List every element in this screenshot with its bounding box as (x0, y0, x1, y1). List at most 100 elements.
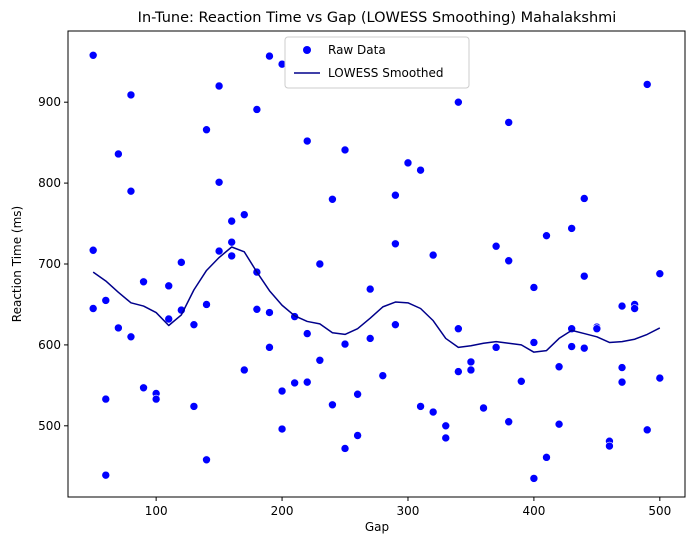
raw-data-point (101, 470, 111, 480)
raw-data-point (252, 105, 262, 114)
raw-data-point (592, 324, 602, 334)
lowess-line-layer (92, 246, 661, 353)
raw-data-point (517, 377, 526, 386)
y-axis: 500 600 700 800 900 (38, 95, 68, 433)
raw-data-point (454, 324, 463, 334)
raw-data-point (227, 237, 236, 247)
raw-data-point (126, 90, 136, 100)
raw-data-point (403, 158, 413, 168)
chart-title: In-Tune: Reaction Time vs Gap (LOWESS Sm… (138, 10, 617, 26)
raw-data-point (579, 194, 589, 203)
raw-data-point (189, 320, 199, 329)
raw-data-point (265, 308, 274, 317)
raw-data-point (617, 377, 627, 387)
y-tick-label: 800 (38, 176, 61, 190)
y-tick-label: 500 (38, 419, 61, 433)
raw-data-point (567, 342, 576, 351)
raw-data-point (441, 433, 451, 443)
y-tick-label: 600 (38, 338, 61, 352)
x-tick-label: 200 (271, 504, 294, 518)
raw-data-point (491, 343, 501, 352)
raw-data-point (202, 125, 211, 134)
raw-data-point (579, 271, 589, 281)
raw-data-point (340, 339, 350, 349)
raw-data-point (290, 378, 299, 388)
raw-data-point (227, 216, 236, 226)
raw-data-point (315, 259, 325, 269)
raw-data-point (114, 149, 123, 159)
raw-data-point (416, 165, 425, 175)
x-tick-label: 300 (397, 504, 420, 518)
legend: Raw Data LOWESS Smoothed (284, 36, 470, 89)
raw-data-point (239, 210, 249, 219)
raw-data-point (189, 402, 199, 411)
raw-data-point (202, 455, 211, 465)
raw-data-point (252, 305, 262, 314)
raw-data-point (441, 421, 451, 431)
raw-data-point (239, 365, 249, 375)
legend-lowess-label: LOWESS Smoothed (328, 66, 444, 80)
raw-data-point (554, 362, 564, 372)
raw-data-point (428, 407, 438, 417)
raw-data-point (491, 241, 501, 251)
raw-data-point (504, 118, 514, 127)
raw-data-point (101, 296, 111, 305)
raw-data-point (214, 177, 224, 187)
x-tick-label: 100 (145, 504, 168, 518)
lowess-smoothed-line (92, 246, 661, 353)
raw-data-point (88, 304, 98, 313)
y-axis-label: Reaction Time (ms) (10, 206, 24, 322)
raw-data-point (579, 343, 589, 353)
raw-data-point (365, 284, 375, 294)
raw-data-point (567, 224, 576, 233)
raw-data-point (151, 394, 161, 404)
raw-data-point (88, 245, 98, 255)
raw-data-point (126, 186, 136, 196)
raw-data-point (214, 246, 224, 256)
raw-data-point (542, 231, 551, 240)
raw-data-point (177, 258, 186, 267)
raw-data-point (315, 355, 325, 365)
raw-data-point (454, 367, 463, 376)
x-tick-label: 400 (522, 504, 545, 518)
raw-data-point (265, 343, 274, 352)
raw-data-point (529, 283, 539, 292)
raw-data-point (642, 425, 652, 435)
raw-data-point (466, 357, 476, 367)
raw-data-point (391, 320, 400, 329)
x-axis: 100 200 300 400 500 (145, 497, 671, 518)
raw-data-point (328, 194, 337, 204)
raw-data-point (88, 50, 98, 60)
raw-data-point (605, 441, 614, 451)
raw-data-point (139, 277, 148, 287)
raw-data-point (454, 97, 463, 107)
raw-data-point (164, 314, 174, 324)
legend-raw-data-label: Raw Data (328, 43, 386, 57)
raw-data-point (504, 417, 514, 427)
raw-data-point (340, 444, 350, 453)
raw-data-point (277, 386, 287, 396)
raw-data-point (391, 239, 400, 249)
raw-data-point (391, 190, 400, 200)
raw-data-point (479, 403, 488, 413)
raw-data-point (504, 256, 514, 266)
raw-data-point (529, 338, 539, 347)
raw-data-point (214, 81, 224, 91)
raw-data-point (139, 383, 148, 393)
x-axis-label: Gap (365, 520, 389, 534)
raw-data-point (277, 424, 287, 434)
raw-data-point (353, 389, 362, 399)
raw-data-point (101, 394, 111, 404)
raw-data-point (265, 51, 274, 61)
raw-data-point (328, 400, 337, 410)
raw-data-point (655, 373, 665, 383)
raw-data-point (340, 145, 350, 155)
raw-data-point (630, 304, 639, 313)
raw-data-point (617, 363, 627, 372)
raw-data-point (202, 300, 211, 309)
legend-box (284, 36, 470, 89)
raw-data-point (378, 371, 388, 380)
raw-data-point (114, 323, 123, 333)
y-tick-label: 900 (38, 95, 61, 109)
